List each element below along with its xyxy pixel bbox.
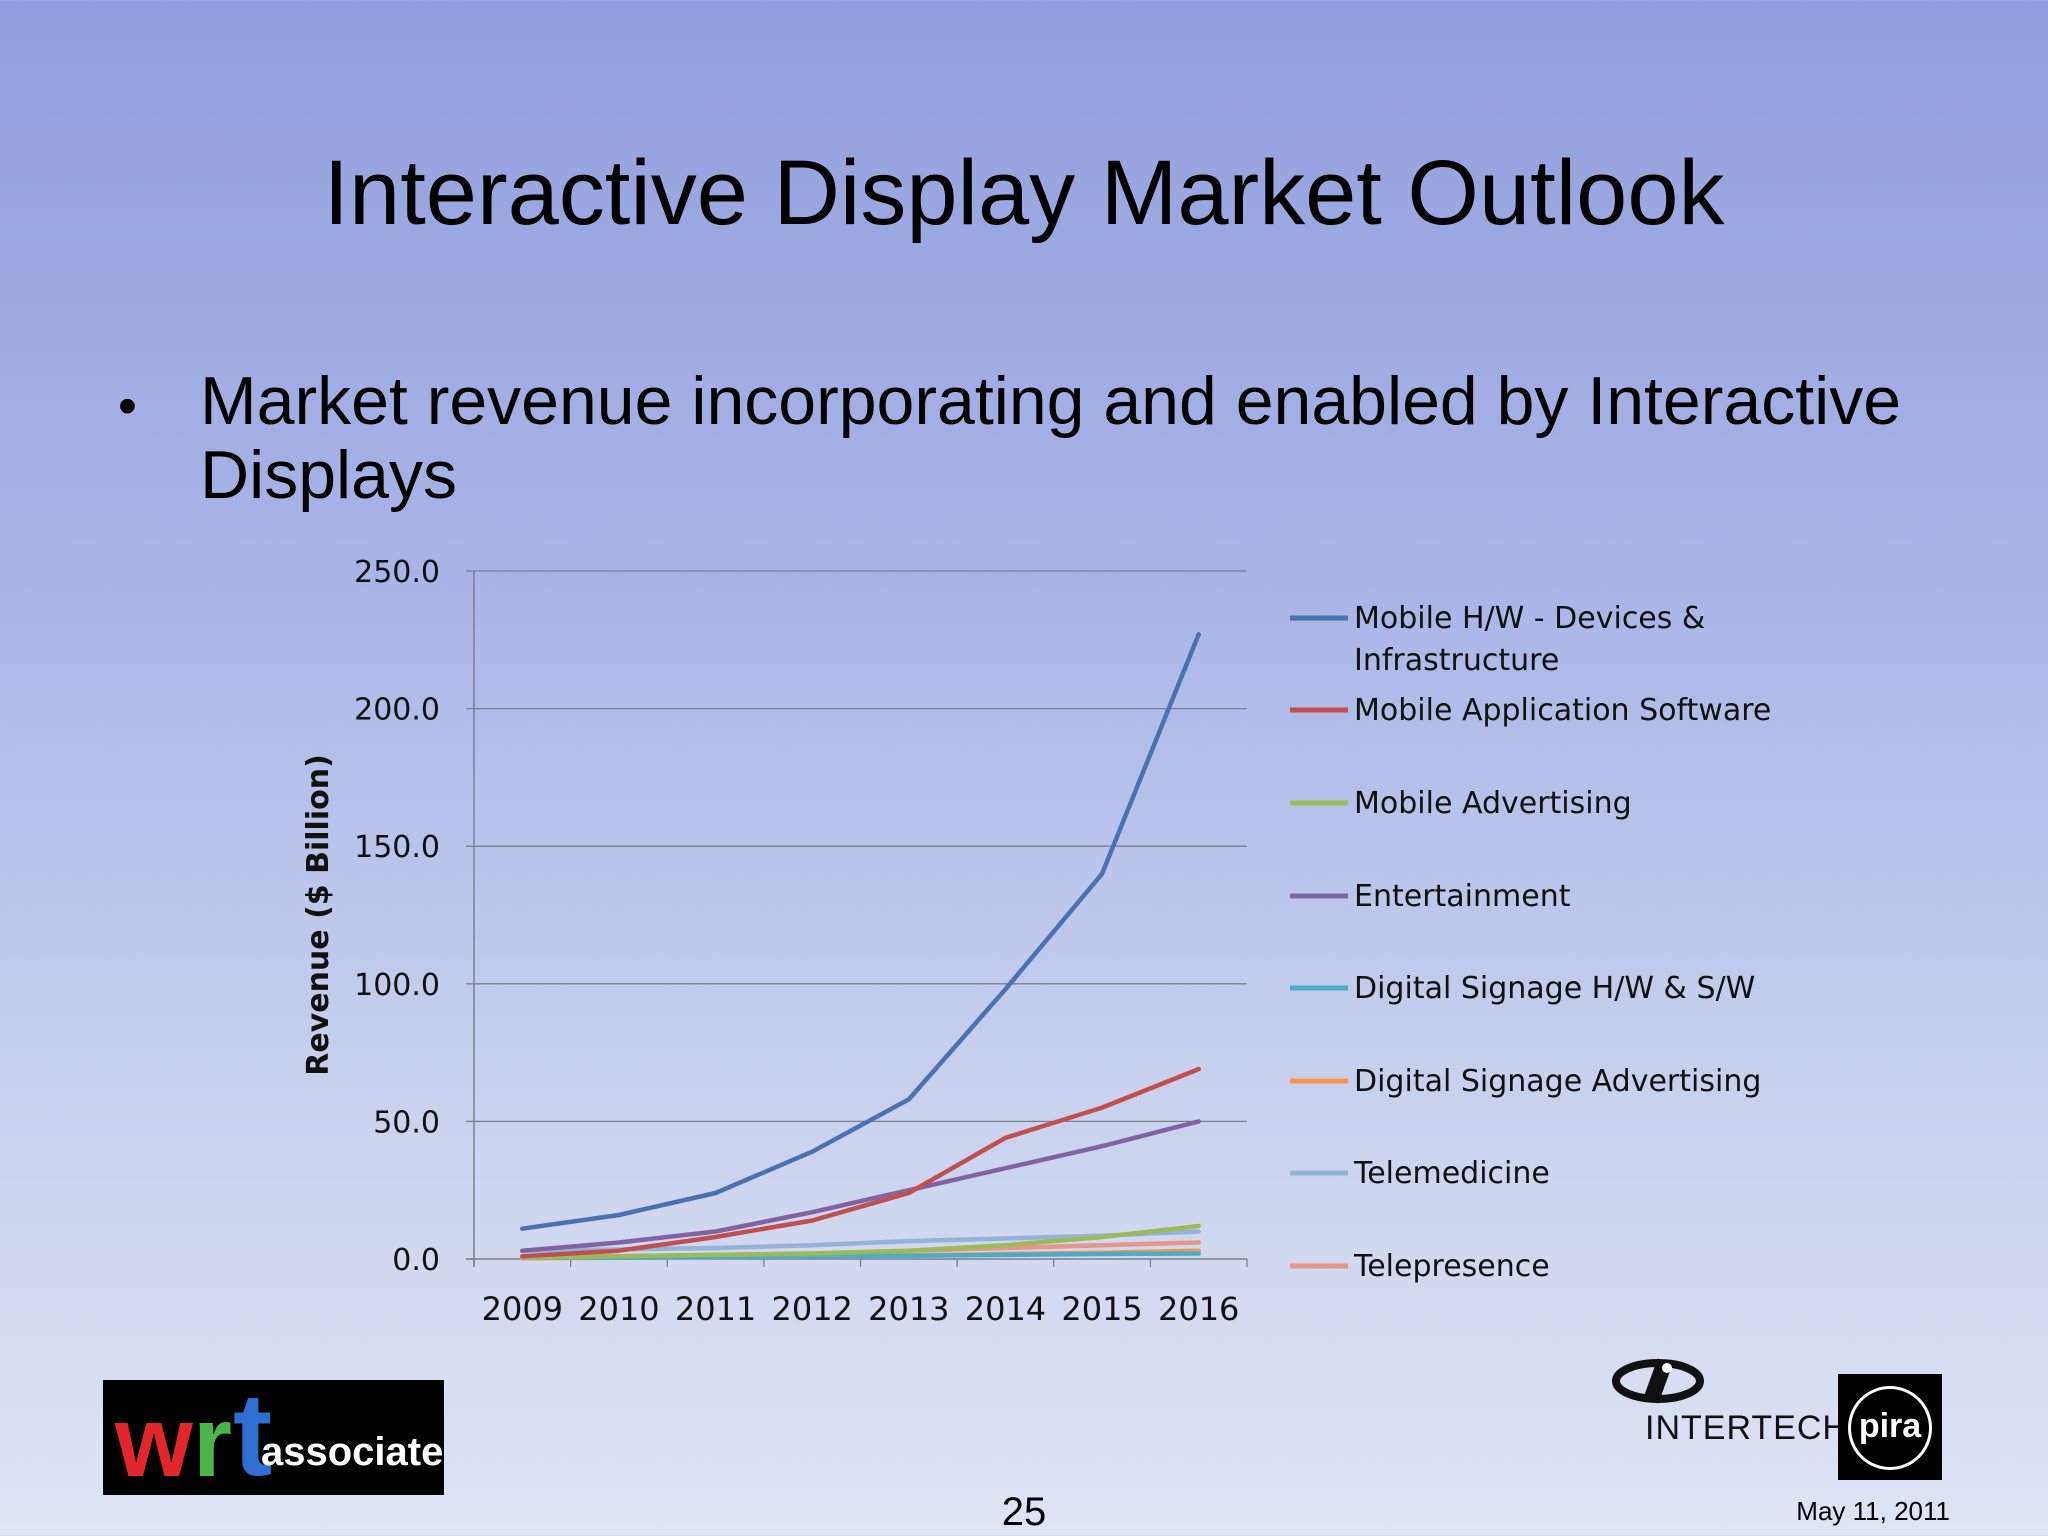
y-tick-label: 150.0 [354, 830, 440, 865]
wrt-associates-logo: w r t associates [103, 1380, 444, 1495]
wrt-logo-letter-w: w [115, 1386, 193, 1495]
series-line [520, 632, 1201, 1231]
y-tick-label: 50.0 [373, 1105, 440, 1140]
y-tick-label: 200.0 [354, 693, 440, 728]
legend-label: Digital Signage Advertising [1354, 1064, 1761, 1099]
page-number: 25 [1001, 1490, 1047, 1534]
slide-title: Interactive Display Market Outlook [323, 142, 1725, 244]
series-line [520, 1223, 1201, 1260]
series-line [520, 1119, 1201, 1253]
legend-label: Telepresence [1353, 1249, 1550, 1284]
y-axis-label: Revenue ($ Billion) [301, 754, 336, 1076]
legend-label: Digital Signage H/W & S/W [1354, 971, 1755, 1006]
x-tick-label: 2012 [771, 1290, 852, 1328]
legend-label: Entertainment [1354, 879, 1571, 914]
pira-wordmark: pira [1858, 1407, 1922, 1445]
x-tick-label: 2016 [1158, 1290, 1239, 1328]
y-tick-label: 100.0 [354, 968, 440, 1003]
y-tick-label: 0.0 [392, 1243, 440, 1278]
wrt-logo-suffix: associates [261, 1430, 444, 1474]
bullet-icon: • [118, 376, 137, 436]
revenue-line-chart: 0.0 50.0 100.0 150.0 200.0 250.0 2009 2010 2011 2… [301, 555, 1771, 1328]
pira-logo: pira [1838, 1374, 1942, 1480]
intertech-logo: INTERTECH [1600, 1356, 1940, 1447]
x-tick-label: 2013 [868, 1290, 949, 1328]
x-tick-label: 2009 [482, 1290, 563, 1328]
wrt-logo-letter-r: r [193, 1386, 232, 1495]
x-tick-label: 2015 [1061, 1290, 1142, 1328]
legend-label: Telemedicine [1353, 1156, 1550, 1191]
intertech-wordmark: INTERTECH [1645, 1409, 1848, 1447]
bullet-text: Market revenue incorporating and enabled… [200, 363, 1902, 513]
pira-ring [1848, 1386, 1932, 1470]
series-line [520, 1066, 1201, 1259]
slide-date: May 11, 2011 [1796, 1496, 1950, 1526]
y-tick-label: 250.0 [354, 555, 440, 590]
x-tick-label: 2014 [965, 1290, 1046, 1328]
legend-label: Mobile Application Software [1354, 693, 1771, 728]
x-tick-label: 2011 [675, 1290, 756, 1328]
intertech-emblem-icon [1612, 1358, 1704, 1404]
legend-label: Mobile Advertising [1354, 786, 1632, 821]
wrt-logo-letter-t: t [233, 1380, 273, 1495]
legend-label: Mobile H/W - Devices & [1354, 601, 1705, 636]
x-tick-label: 2010 [578, 1290, 659, 1328]
legend-label: Infrastructure [1354, 643, 1559, 678]
